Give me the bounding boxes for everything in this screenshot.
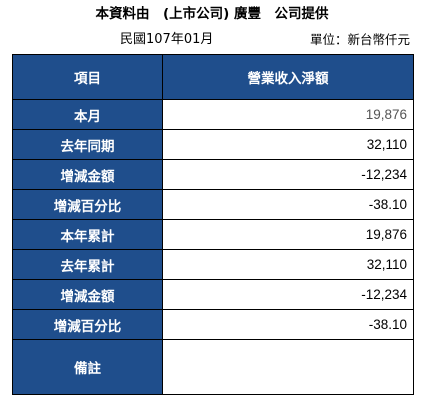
table-row: 去年累計 32,110 (12, 249, 414, 280)
row-value: -12,234 (162, 159, 414, 190)
revenue-table: 項目 營業收入淨額 本月 19,876 去年同期 32,110 增減金額 -12… (12, 54, 414, 395)
notes-row: 備註 (12, 339, 414, 395)
column-header-item: 項目 (12, 54, 163, 100)
report-subheader: 民國107年01月 單位：新台幣仟元 (0, 30, 424, 50)
row-label: 本年累計 (12, 219, 163, 250)
table-row: 增減金額 -12,234 (12, 159, 414, 190)
row-value: 32,110 (162, 129, 414, 160)
row-label: 增減金額 (12, 159, 163, 190)
currency-unit: 單位：新台幣仟元 (309, 32, 410, 47)
column-header-net-revenue: 營業收入淨額 (162, 54, 414, 100)
table-row: 本月 19,876 (12, 99, 414, 130)
table-row: 去年同期 32,110 (12, 129, 414, 160)
report-period: 民國107年01月 (120, 32, 214, 47)
table-row: 增減百分比 -38.10 (12, 189, 414, 220)
notes-label: 備註 (12, 339, 163, 395)
row-value: 32,110 (162, 249, 414, 280)
table-row: 本年累計 19,876 (12, 219, 414, 250)
row-label: 本月 (12, 99, 163, 130)
row-label: 增減百分比 (12, 309, 163, 340)
row-value: -38.10 (162, 189, 414, 220)
table-header-row: 項目 營業收入淨額 (12, 54, 414, 100)
row-value: -38.10 (162, 309, 414, 340)
row-value: -12,234 (162, 279, 414, 310)
row-label: 增減百分比 (12, 189, 163, 220)
notes-value (162, 339, 414, 395)
row-label: 去年同期 (12, 129, 163, 160)
row-label: 增減金額 (12, 279, 163, 310)
table-row: 增減百分比 -38.10 (12, 309, 414, 340)
row-label: 去年累計 (12, 249, 163, 280)
table-row: 增減金額 -12,234 (12, 279, 414, 310)
row-value: 19,876 (162, 99, 414, 130)
row-value: 19,876 (162, 219, 414, 250)
report-title: 本資料由 (上市公司) 廣豐 公司提供 (95, 6, 329, 22)
